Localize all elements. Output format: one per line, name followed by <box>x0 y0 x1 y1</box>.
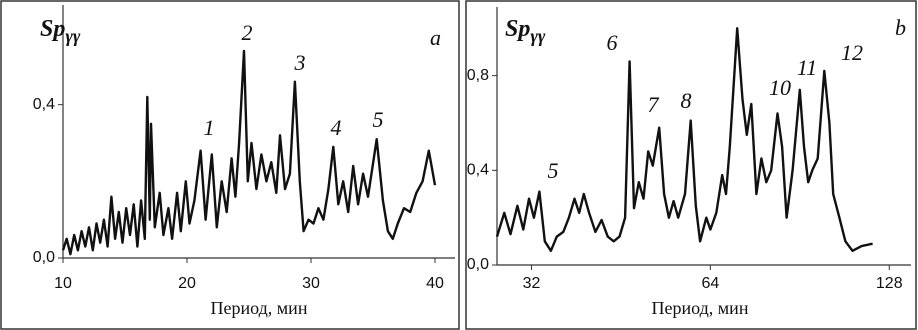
y-axis-label: Spγγ <box>505 16 546 47</box>
y-tick-label: 0,4 <box>467 162 489 179</box>
panel-label: b <box>895 15 906 40</box>
peak-label: 11 <box>797 55 817 80</box>
peak-label: 3 <box>294 50 306 75</box>
peak-label: 7 <box>648 92 660 117</box>
x-tick-label: 32 <box>523 275 541 292</box>
series-line <box>495 27 873 252</box>
x-tick-label: 40 <box>426 275 444 292</box>
x-tick-label: 20 <box>178 275 196 292</box>
peak-label: 1 <box>204 115 215 140</box>
y-label-main: Sp <box>40 16 65 42</box>
x-tick-label: 128 <box>876 275 903 292</box>
x-tick-label: 30 <box>302 275 320 292</box>
peak-label: 6 <box>607 30 618 55</box>
y-tick-label: 0,4 <box>33 96 55 113</box>
y-label-sub: γγ <box>65 26 80 46</box>
peak-label: 4 <box>331 115 342 140</box>
x-axis-label: Период, мин <box>211 298 308 318</box>
peak-label: 2 <box>242 20 253 45</box>
peak-label: 10 <box>769 75 791 100</box>
y-axis-label: Spγγ <box>40 16 81 47</box>
y-label-sub: γγ <box>530 26 545 46</box>
panel-label: a <box>430 25 441 50</box>
y-tick-label: 0,0 <box>33 249 55 266</box>
y-label-main: Sp <box>505 16 530 42</box>
peak-label: 12 <box>841 40 863 65</box>
x-tick-label: 64 <box>701 275 719 292</box>
series-line <box>61 49 437 256</box>
x-axis-label: Период, мин <box>652 298 749 318</box>
y-tick-label: 0,0 <box>467 256 489 273</box>
y-tick-label: 0,8 <box>467 67 489 84</box>
peak-label: 5 <box>373 107 384 132</box>
x-tick-label: 10 <box>54 275 72 292</box>
panel-frame <box>465 0 917 330</box>
peak-label: 5 <box>548 158 559 183</box>
peak-label: 8 <box>681 88 692 113</box>
panel-frame <box>0 0 460 330</box>
